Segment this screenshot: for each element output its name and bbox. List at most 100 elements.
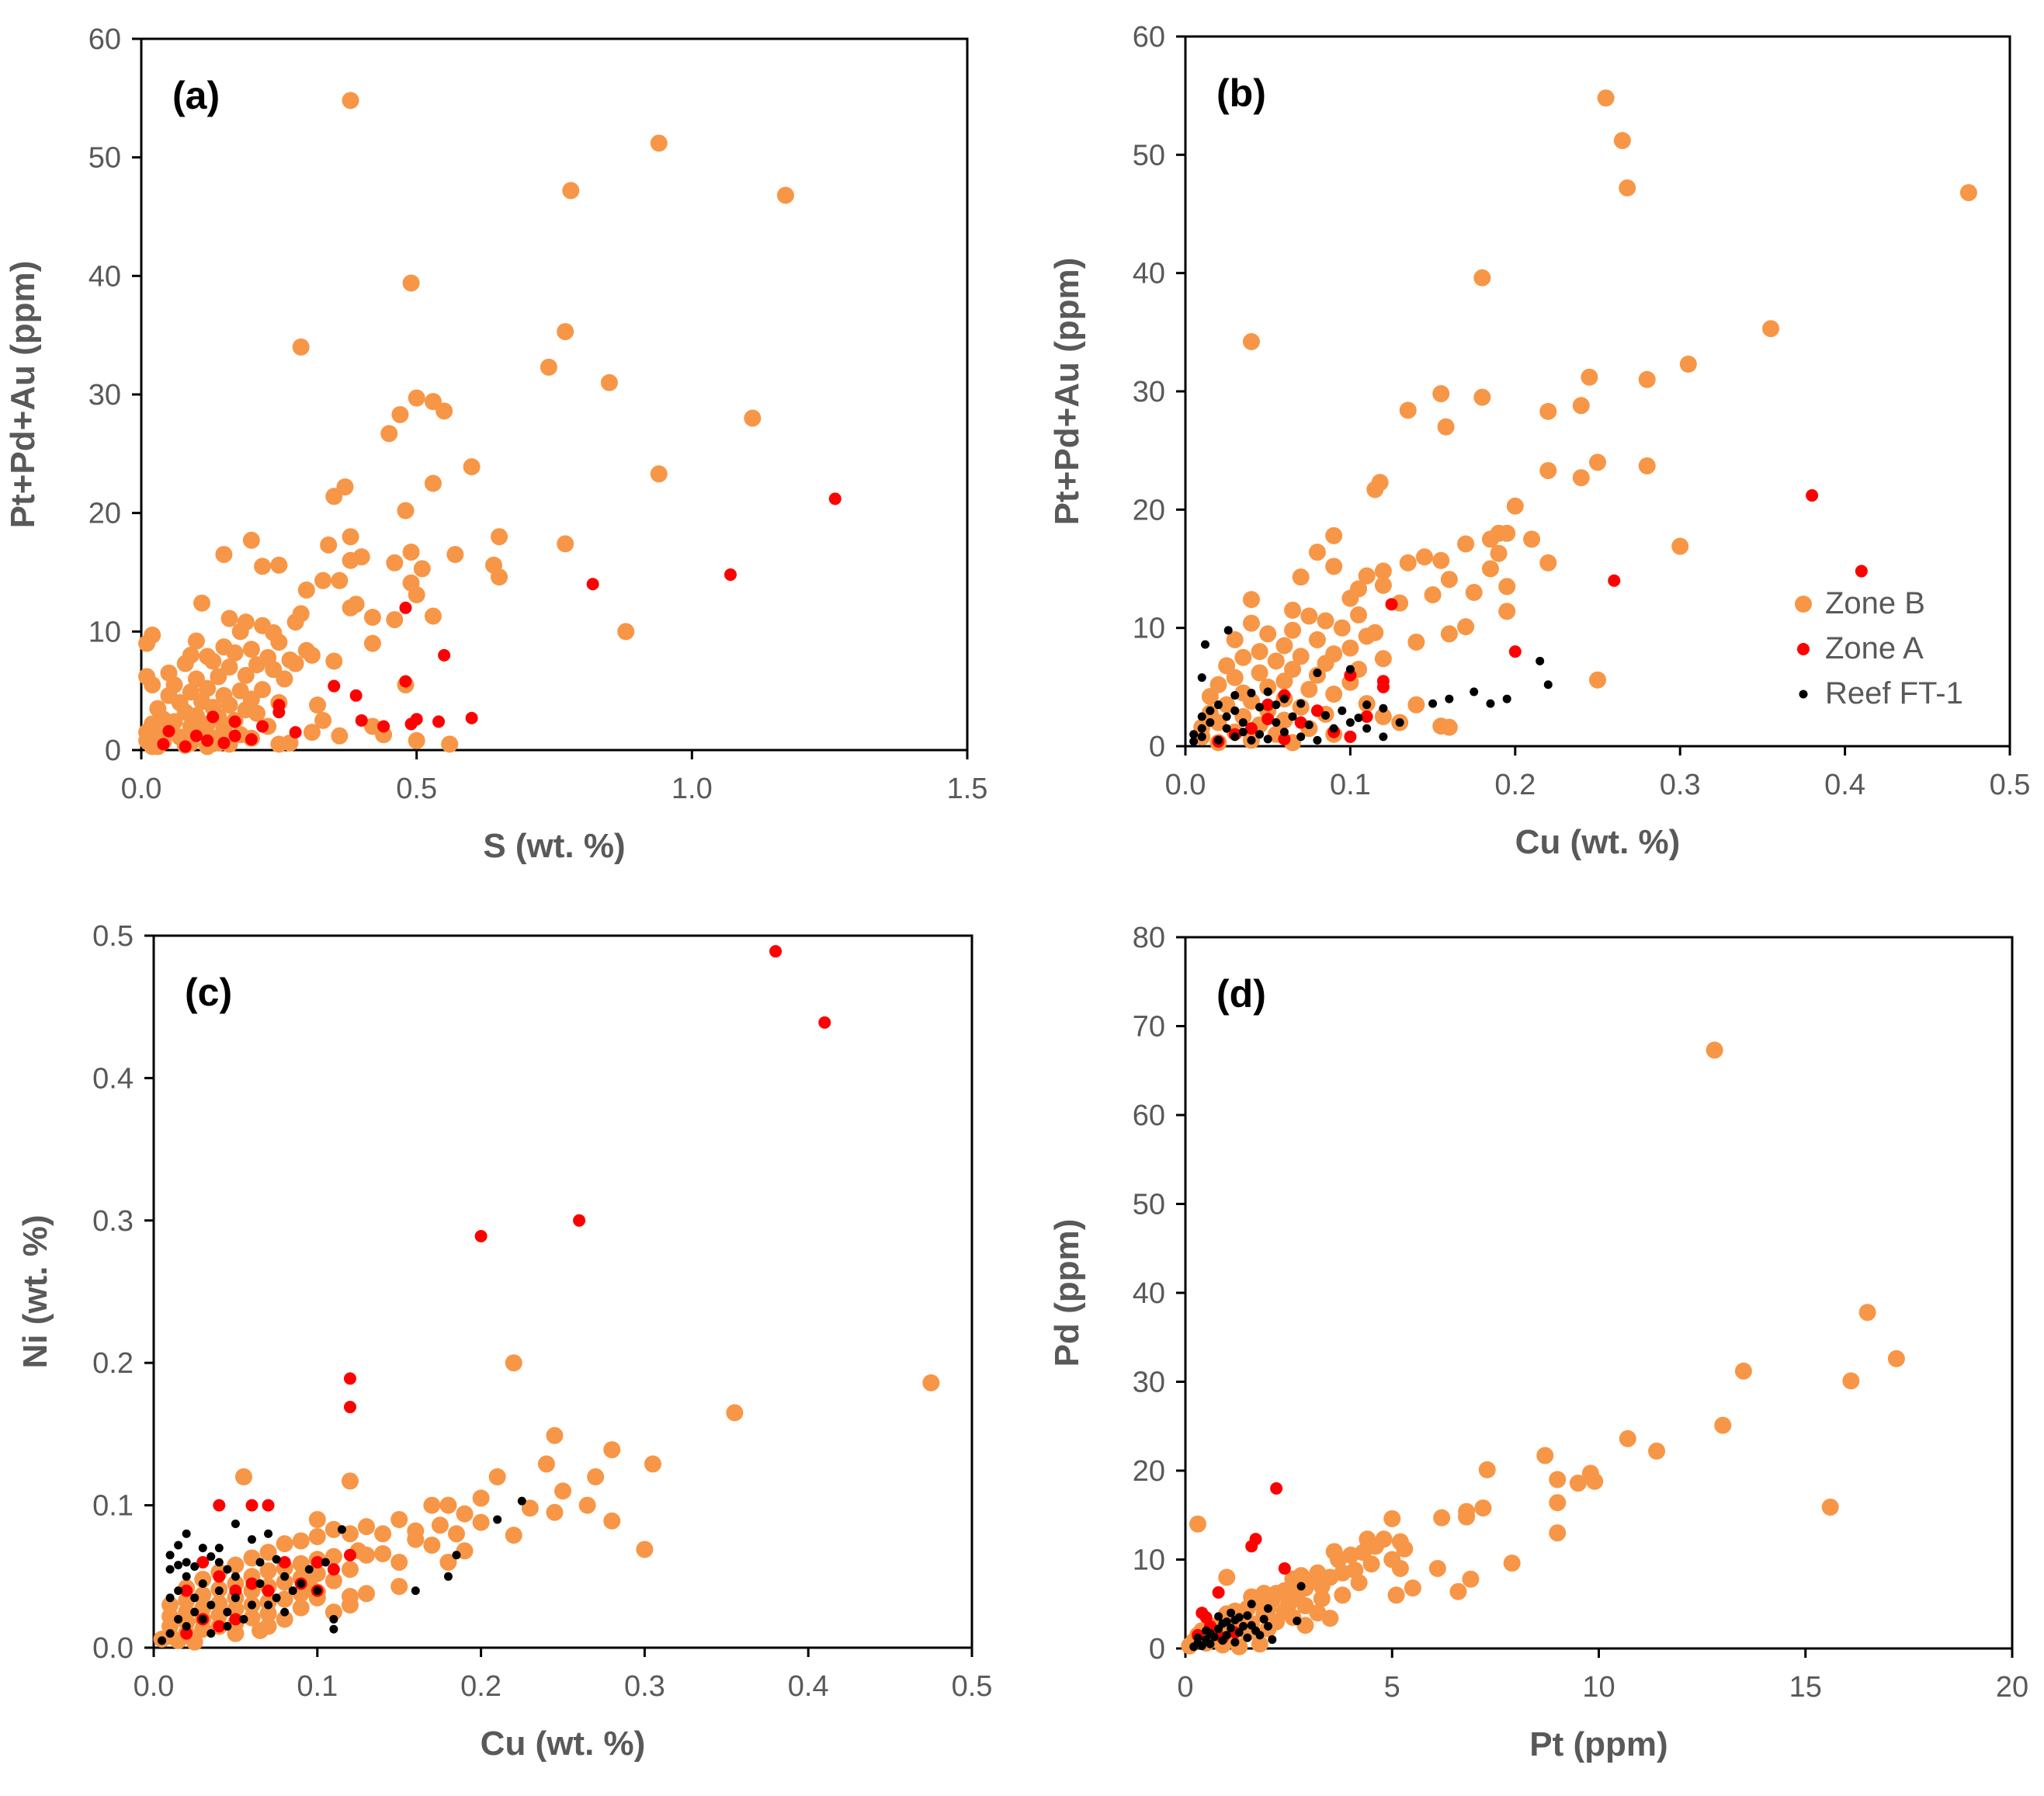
data-point: [578, 1496, 596, 1514]
data-point: [1806, 489, 1819, 502]
data-point: [180, 1584, 193, 1597]
data-point: [391, 405, 409, 423]
data-point: [636, 1541, 654, 1558]
y-tick-label: 10: [1133, 613, 1165, 645]
data-point: [1508, 645, 1522, 658]
data-point: [1428, 699, 1438, 708]
x-axis-title: Cu (wt. %): [1515, 823, 1681, 861]
data-point: [586, 578, 599, 591]
data-point: [286, 613, 304, 631]
data-point: [828, 492, 842, 505]
data-point: [439, 1553, 457, 1571]
y-tick-label: 80: [1133, 922, 1165, 954]
data-point: [297, 581, 315, 599]
data-point: [1478, 1461, 1496, 1478]
x-tick-label: 0.0: [121, 773, 162, 805]
data-point: [1268, 1635, 1277, 1645]
data-point: [1473, 388, 1491, 406]
data-point: [1440, 718, 1458, 736]
data-point: [308, 1527, 326, 1545]
x-tick-label: 0.5: [1990, 769, 2031, 801]
data-point: [922, 1374, 940, 1391]
data-point: [1206, 1639, 1215, 1648]
data-point: [1259, 1614, 1268, 1624]
legend-marker: [1799, 690, 1808, 699]
data-point: [1638, 457, 1656, 474]
data-point: [196, 1555, 210, 1568]
data-point: [276, 1535, 293, 1553]
data-point: [1437, 418, 1455, 436]
data-point: [404, 717, 418, 731]
data-point: [248, 704, 265, 722]
data-point: [1325, 558, 1343, 575]
data-point: [272, 1593, 281, 1603]
data-point: [226, 644, 244, 662]
data-point: [1338, 706, 1347, 715]
series-zone-b: [1181, 1041, 1905, 1655]
data-point: [174, 1586, 183, 1596]
data-point: [1379, 732, 1388, 742]
data-point: [329, 1614, 338, 1624]
x-tick-label: 1.5: [947, 773, 988, 805]
data-point: [1589, 453, 1606, 471]
data-point: [1308, 544, 1326, 561]
data-point: [214, 1558, 224, 1567]
y-tick-label: 0.0: [92, 1632, 134, 1665]
data-point: [1536, 656, 1545, 665]
data-point: [144, 738, 161, 756]
x-tick-label: 10: [1582, 1671, 1615, 1704]
data-point: [1261, 712, 1275, 725]
data-point: [1247, 688, 1256, 697]
plot-frame: [140, 37, 969, 752]
data-point: [229, 1613, 242, 1626]
data-point: [342, 599, 359, 617]
data-point: [1197, 732, 1206, 742]
data-point: [341, 1472, 359, 1490]
data-point: [165, 1551, 175, 1560]
data-point: [1581, 368, 1598, 386]
data-point: [818, 1016, 831, 1029]
data-point: [491, 568, 508, 586]
data-point: [174, 1541, 183, 1550]
data-point: [325, 652, 343, 670]
data-point: [228, 729, 241, 742]
data-point: [1275, 672, 1293, 690]
data-point: [1230, 690, 1240, 700]
data-point: [1230, 706, 1240, 715]
data-point: [1374, 650, 1392, 668]
data-point: [214, 1586, 224, 1596]
data-point: [198, 1544, 207, 1553]
data-point: [1572, 469, 1590, 487]
data-point: [472, 1489, 490, 1507]
data-point: [259, 1544, 277, 1562]
data-point: [1238, 718, 1248, 728]
data-point: [769, 945, 783, 958]
data-point: [407, 1530, 425, 1548]
data-point: [165, 1629, 175, 1638]
data-point: [390, 1578, 408, 1596]
data-point: [390, 1510, 408, 1528]
data-point: [329, 1624, 338, 1634]
data-point: [292, 1599, 310, 1617]
data-point: [276, 670, 293, 688]
data-point: [182, 1558, 191, 1567]
data-point: [213, 1570, 226, 1583]
series-zone-b: [153, 1354, 940, 1651]
x-tick-label: 0.1: [297, 1670, 338, 1703]
data-point: [1440, 571, 1458, 589]
data-point: [256, 720, 269, 733]
data-point: [1445, 694, 1454, 703]
data-point: [1395, 718, 1404, 728]
panel-a: 0.0 0.5 1.0 1.5 0 10 20 30 40 50 60 S (wt. %) Pt+Pd+…: [4, 23, 987, 865]
data-point: [1671, 537, 1689, 555]
data-point: [1613, 132, 1631, 150]
data-point: [1222, 712, 1231, 721]
data-point: [1189, 730, 1199, 739]
data-point: [245, 1499, 259, 1512]
data-point: [297, 1579, 306, 1588]
data-point: [402, 274, 420, 292]
data-point: [190, 1562, 200, 1571]
data-point: [223, 1565, 232, 1574]
data-point: [1470, 687, 1479, 697]
data-point: [438, 648, 451, 662]
